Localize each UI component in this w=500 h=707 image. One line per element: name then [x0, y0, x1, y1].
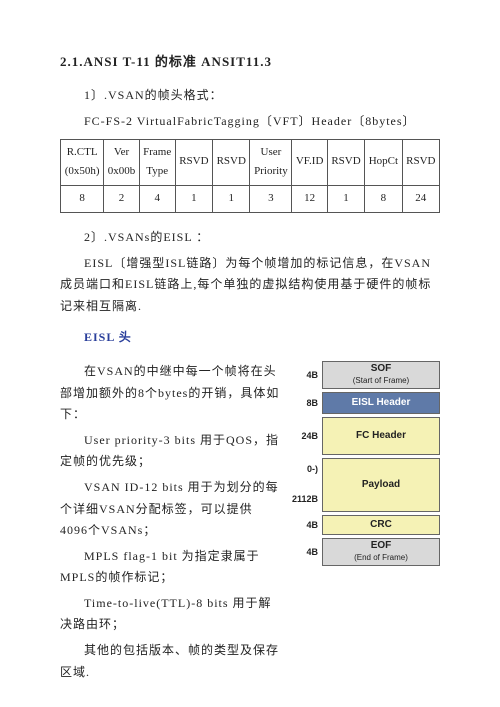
table-row: 8 2 4 1 1 3 12 1 8 24	[61, 186, 440, 213]
vft-header-table: R.CTL(0x50h) Ver0x00b FrameType RSVD RSV…	[60, 139, 440, 213]
cell: 1	[175, 186, 212, 213]
diag-crc: CRC	[322, 515, 440, 535]
section-text: ANSI T-11 的标准 ANSIT11.3	[84, 54, 272, 69]
para-t2: User priority-3 bits 用于QOS，指定帧的优先级；	[60, 430, 280, 473]
cell: 24	[402, 186, 439, 213]
diag-payload: Payload	[322, 458, 440, 512]
cell: 8	[61, 186, 104, 213]
cell: UserPriority	[250, 139, 292, 186]
diag-eisl: EISL Header	[322, 392, 440, 414]
cell: RSVD	[213, 139, 250, 186]
diag-size: 4B	[290, 367, 322, 383]
cell: R.CTL(0x50h)	[61, 139, 104, 186]
frame-diagram: 4B SOF(Start of Frame) 8B EISL Header 24…	[290, 357, 440, 566]
cell: HopCt	[365, 139, 402, 186]
para-1: 1〕.VSAN的帧头格式：	[60, 85, 440, 107]
para-3: 2〕.VSANs的EISL ：	[60, 227, 440, 249]
cell: RSVD	[402, 139, 439, 186]
section-num: 2.1.	[60, 54, 84, 69]
cell: 3	[250, 186, 292, 213]
cell: 1	[327, 186, 364, 213]
diag-size: 0-)2112B	[290, 465, 322, 505]
eisl-layout: 在VSAN的中继中每一个帧将在头部增加额外的8个bytes的开销，具体如下： U…	[60, 357, 440, 687]
para-2: FC-FS-2 VirtualFabricTagging〔VFT〕Header〔…	[60, 111, 440, 133]
diag-size: 4B	[290, 544, 322, 560]
cell: 4	[139, 186, 175, 213]
cell: 8	[365, 186, 402, 213]
diag-size: 8B	[290, 395, 322, 411]
diag-sof: SOF(Start of Frame)	[322, 361, 440, 389]
cell: 1	[213, 186, 250, 213]
cell: 2	[104, 186, 139, 213]
para-t5: Time-to-live(TTL)-8 bits 用于解决路由环；	[60, 593, 280, 636]
diag-fc-header: FC Header	[322, 417, 440, 455]
diag-size: 24B	[290, 428, 322, 444]
section-title: 2.1.ANSI T-11 的标准 ANSIT11.3	[60, 50, 440, 73]
cell: RSVD	[327, 139, 364, 186]
cell: RSVD	[175, 139, 212, 186]
diag-eof: EOF(End of Frame)	[322, 538, 440, 566]
para-4: EISL〔增强型ISL链路〕为每个帧增加的标记信息，在VSAN成员端口和EISL…	[60, 253, 440, 318]
cell: FrameType	[139, 139, 175, 186]
cell: Ver0x00b	[104, 139, 139, 186]
cell: VF.ID	[292, 139, 327, 186]
para-t3: VSAN ID-12 bits 用于为划分的每个详细VSAN分配标签，可以提供4…	[60, 477, 280, 542]
text-column: 在VSAN的中继中每一个帧将在头部增加额外的8个bytes的开销，具体如下： U…	[60, 357, 280, 687]
para-t1: 在VSAN的中继中每一个帧将在头部增加额外的8个bytes的开销，具体如下：	[60, 361, 280, 426]
cell: 12	[292, 186, 327, 213]
diag-size: 4B	[290, 517, 322, 533]
para-t6: 其他的包括版本、帧的类型及保存区域.	[60, 640, 280, 683]
para-t4: MPLS flag-1 bit 为指定隶属于MPLS的帧作标记；	[60, 546, 280, 589]
subhead-eisl: EISL 头	[60, 327, 440, 349]
